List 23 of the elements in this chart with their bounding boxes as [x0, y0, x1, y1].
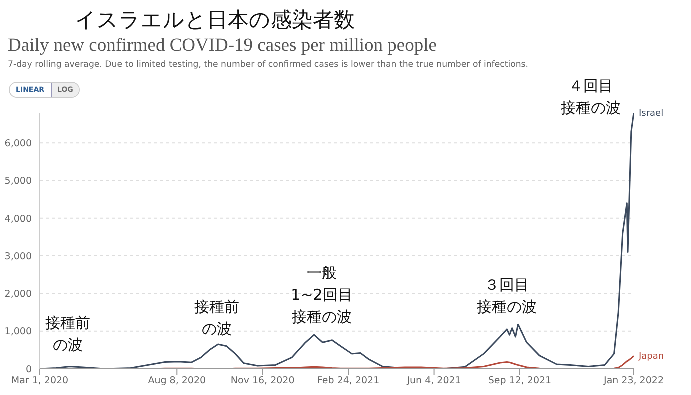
chart-subtitle: Daily new confirmed COVID-19 cases per million people — [8, 36, 437, 57]
y-tick-label: 4,000 — [4, 214, 32, 225]
y-tick-label: 6,000 — [4, 138, 32, 150]
x-tick-label: Sep 12, 2021 — [488, 376, 552, 387]
y-tick-label: 0 — [26, 364, 32, 376]
y-tick-label: 1,000 — [4, 326, 32, 338]
y-tick-label: 5,000 — [4, 176, 32, 188]
x-tick-label: Nov 16, 2020 — [230, 376, 295, 387]
y-tick-label: 2,000 — [4, 289, 32, 300]
annotation: 接種前の波 — [194, 297, 240, 340]
x-tick-label: Jan 23, 2022 — [603, 376, 664, 387]
series-label: Israel — [639, 109, 664, 119]
chart-title: イスラエルと日本の感染者数 — [75, 7, 355, 34]
annotation: ３回目接種の波 — [476, 275, 538, 318]
series-label: Japan — [638, 352, 664, 362]
x-tick-label: Aug 8, 2020 — [148, 376, 206, 387]
x-tick-label: Mar 1, 2020 — [11, 376, 69, 387]
x-tick-label: Feb 24, 2021 — [317, 376, 380, 387]
y-tick-label: 3,000 — [4, 251, 32, 262]
x-tick-label: Jun 4, 2021 — [406, 376, 462, 387]
annotation: 一般1~2回目接種の波 — [290, 263, 354, 328]
text: 7-day rolling average. Due to limited testing, the number of confirmed cases is lower than the true number of infections. — [8, 60, 528, 70]
annotation: 接種前の波 — [46, 314, 90, 354]
